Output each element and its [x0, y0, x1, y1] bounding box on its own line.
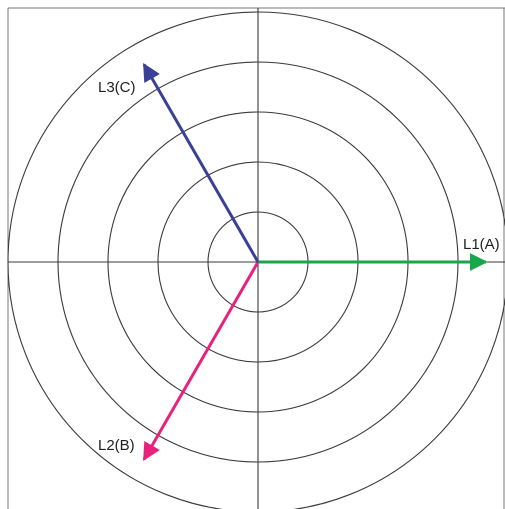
phasor-label-l2: L2(B) [98, 437, 135, 454]
phasor-label-l1: L1(A) [463, 236, 500, 253]
phasor-label-l3: L3(C) [98, 79, 136, 96]
